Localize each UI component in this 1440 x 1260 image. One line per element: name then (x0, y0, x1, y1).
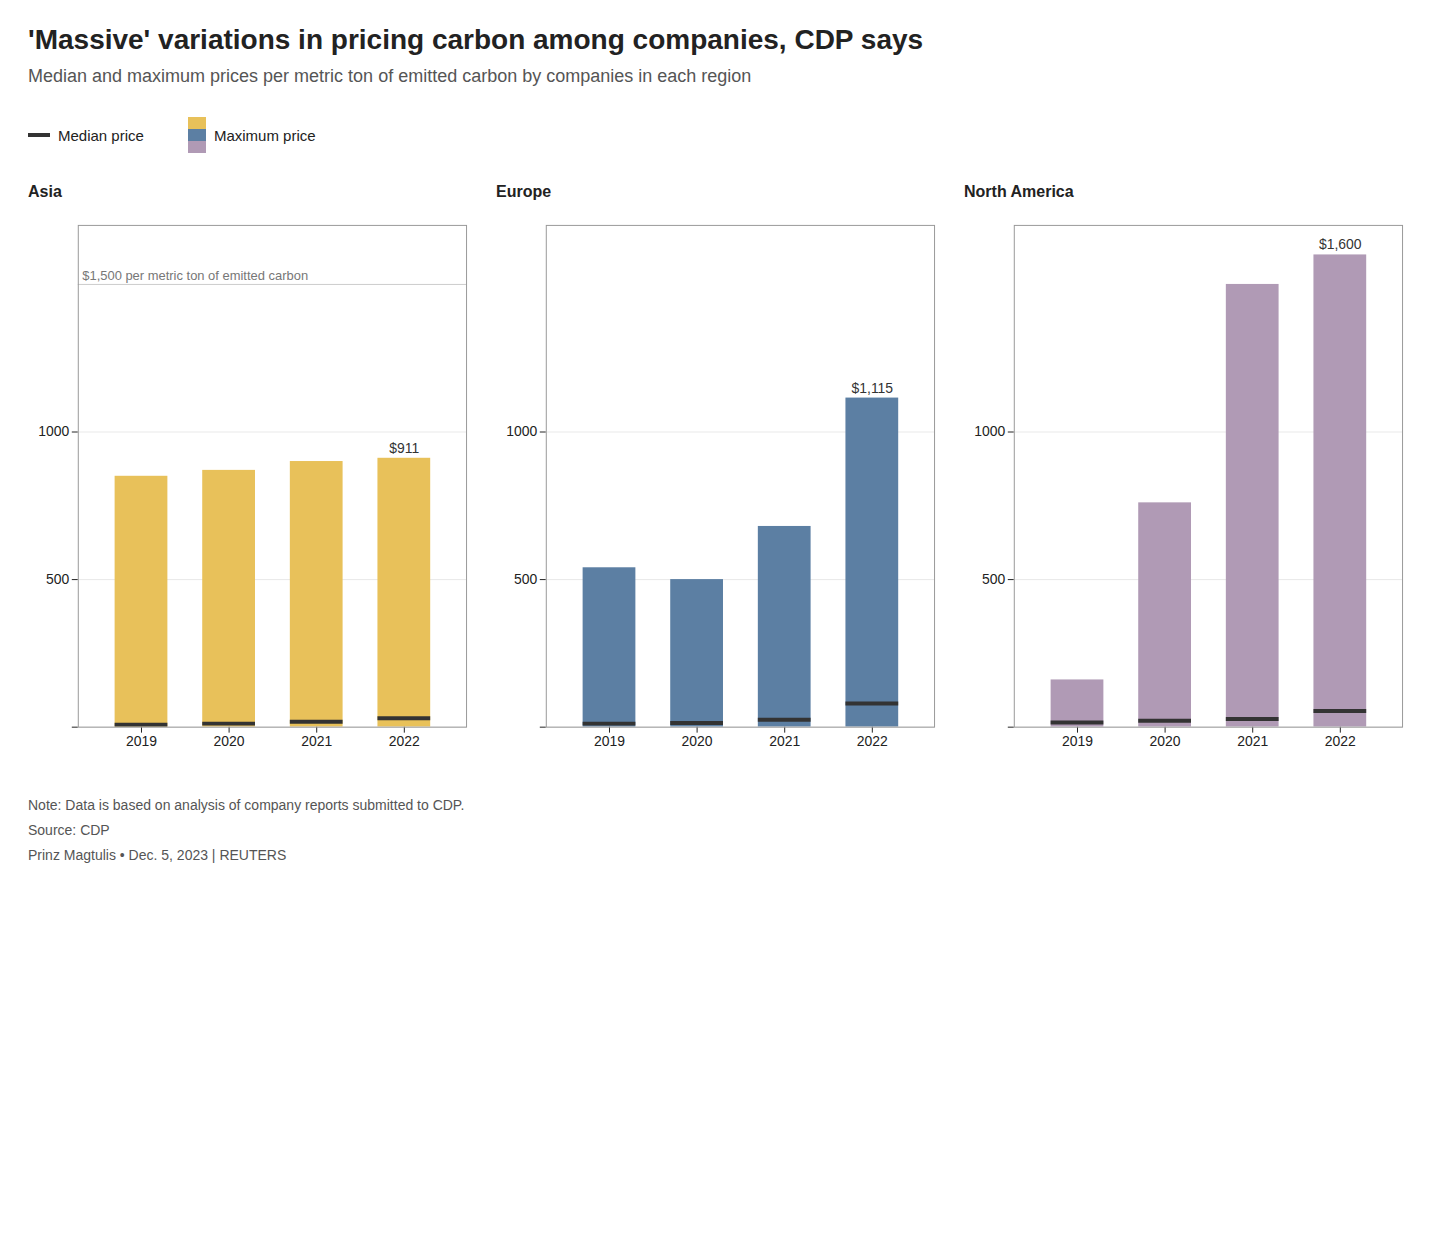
svg-text:2019: 2019 (126, 733, 157, 749)
svg-text:2022: 2022 (857, 733, 888, 749)
svg-text:2019: 2019 (1062, 733, 1093, 749)
html-text:Maximum price: Maximum price (213, 126, 316, 144)
svg-text:1000: 1000 (506, 423, 537, 439)
html-text:Median and maximum prices per: Median and maximum prices per metric ton… (28, 66, 752, 86)
svg-text:2019: 2019 (594, 733, 625, 749)
svg-text:2021: 2021 (1237, 733, 1268, 749)
html-text:Asia: Asia (28, 183, 62, 200)
svg-text:500: 500 (514, 571, 537, 587)
svg-text:2022: 2022 (1325, 733, 1356, 749)
html-text:Europe: Europe (496, 183, 552, 200)
svg-text:$1,500 per metric ton of emitt: $1,500 per metric ton of emitted carbon (82, 268, 308, 283)
html-text:Note: Data is based on analysi: Note: Data is based on analysis of compa… (28, 796, 465, 813)
svg-text:2020: 2020 (1150, 733, 1181, 749)
html-text:'Massive' variations in pricin: 'Massive' variations in pricing carbon a… (28, 24, 924, 55)
html-text:Median price: Median price (58, 126, 144, 144)
html-text:North America: North America (964, 183, 1074, 200)
svg-text:2021: 2021 (769, 733, 800, 749)
svg-text:2020: 2020 (682, 733, 713, 749)
html-text:Source: CDP: Source: CDP (28, 821, 110, 838)
svg-text:$1,600: $1,600 (1319, 236, 1362, 252)
svg-text:2022: 2022 (389, 733, 420, 749)
svg-text:2020: 2020 (214, 733, 245, 749)
svg-text:500: 500 (46, 571, 69, 587)
svg-text:2021: 2021 (301, 733, 332, 749)
svg-text:$1,115: $1,115 (852, 380, 894, 396)
svg-text:1000: 1000 (974, 423, 1005, 439)
svg-text:$911: $911 (389, 440, 419, 456)
svg-text:500: 500 (982, 571, 1005, 587)
svg-text:1000: 1000 (38, 423, 69, 439)
html-text:Prinz Magtulis • Dec. 5, 2023: Prinz Magtulis • Dec. 5, 2023 | REUTERS (28, 846, 287, 863)
